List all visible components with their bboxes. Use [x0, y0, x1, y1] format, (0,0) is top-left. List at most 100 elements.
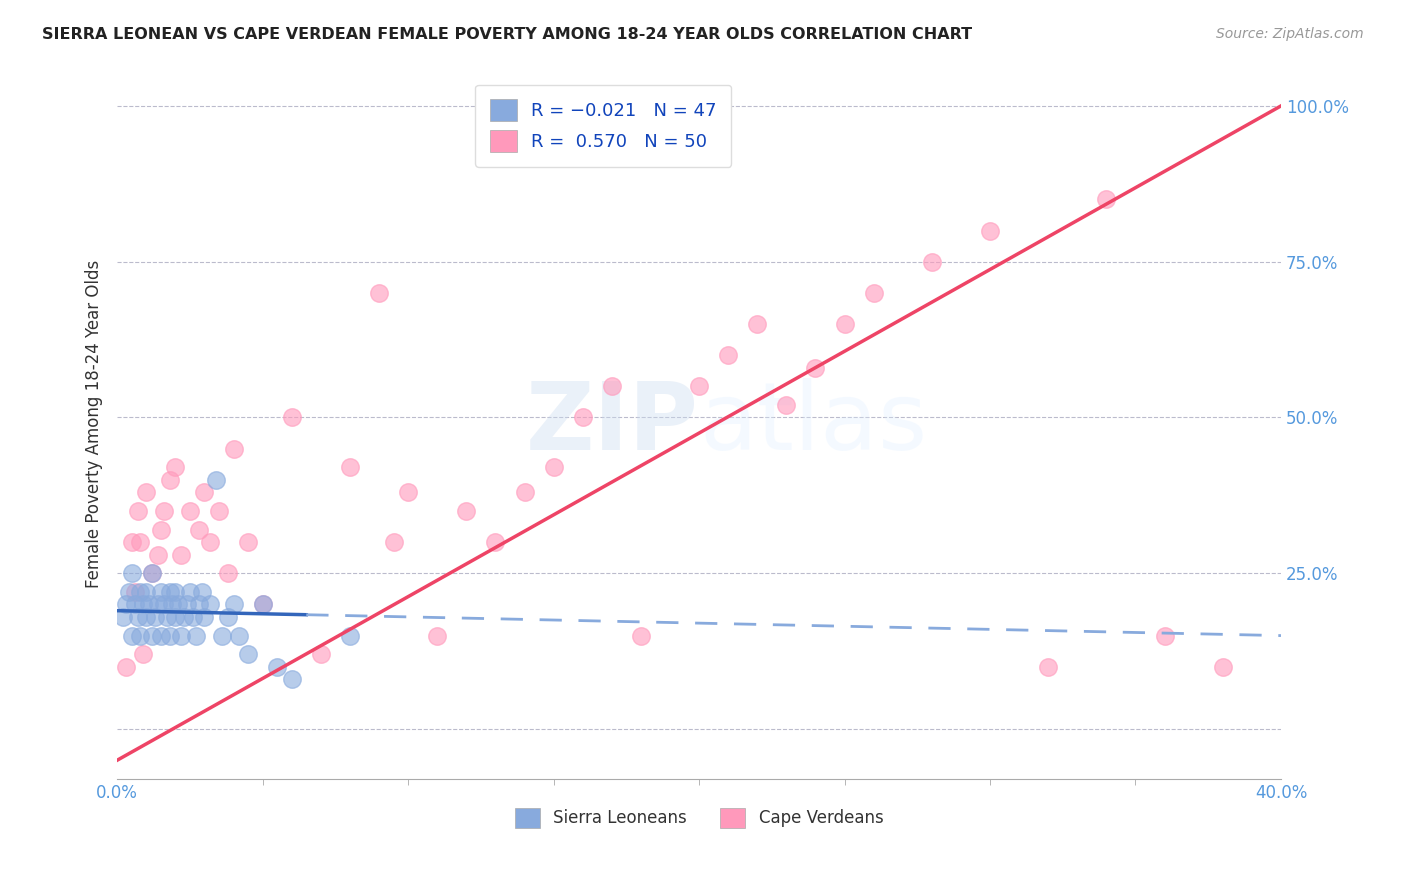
Point — [600, 379, 623, 393]
Point — [513, 485, 536, 500]
Point — [129, 535, 152, 549]
Point — [1095, 193, 1118, 207]
Text: Source: ZipAtlas.com: Source: ZipAtlas.com — [1216, 27, 1364, 41]
Point — [205, 473, 228, 487]
Point — [339, 629, 361, 643]
Point — [630, 629, 652, 643]
Point — [236, 648, 259, 662]
Point — [222, 442, 245, 456]
Point — [281, 410, 304, 425]
Point — [176, 598, 198, 612]
Point — [159, 629, 181, 643]
Text: ZIP: ZIP — [526, 377, 699, 470]
Point — [834, 317, 856, 331]
Point — [187, 598, 209, 612]
Point — [121, 566, 143, 581]
Point — [862, 285, 884, 300]
Point — [1212, 659, 1234, 673]
Point — [484, 535, 506, 549]
Point — [152, 598, 174, 612]
Point — [173, 610, 195, 624]
Point — [775, 398, 797, 412]
Point — [149, 629, 172, 643]
Point — [165, 585, 187, 599]
Point — [368, 285, 391, 300]
Point — [228, 629, 250, 643]
Point — [146, 548, 169, 562]
Point — [208, 504, 231, 518]
Point — [179, 504, 201, 518]
Point — [149, 585, 172, 599]
Point — [135, 585, 157, 599]
Point — [135, 610, 157, 624]
Point — [149, 523, 172, 537]
Point — [1038, 659, 1060, 673]
Point — [179, 585, 201, 599]
Text: SIERRA LEONEAN VS CAPE VERDEAN FEMALE POVERTY AMONG 18-24 YEAR OLDS CORRELATION : SIERRA LEONEAN VS CAPE VERDEAN FEMALE PO… — [42, 27, 973, 42]
Point — [804, 360, 827, 375]
Point — [426, 629, 449, 643]
Point — [165, 610, 187, 624]
Point — [132, 648, 155, 662]
Point — [190, 585, 212, 599]
Point — [181, 610, 204, 624]
Point — [159, 473, 181, 487]
Point — [121, 535, 143, 549]
Point — [165, 460, 187, 475]
Point — [111, 610, 134, 624]
Point — [193, 610, 215, 624]
Point — [170, 548, 193, 562]
Point — [396, 485, 419, 500]
Point — [129, 629, 152, 643]
Point — [141, 566, 163, 581]
Point — [121, 629, 143, 643]
Point — [170, 629, 193, 643]
Point — [200, 535, 222, 549]
Point — [222, 598, 245, 612]
Point — [129, 585, 152, 599]
Point — [193, 485, 215, 500]
Point — [236, 535, 259, 549]
Point — [159, 585, 181, 599]
Point — [141, 629, 163, 643]
Point — [281, 672, 304, 686]
Point — [921, 254, 943, 268]
Point — [217, 566, 239, 581]
Point — [266, 659, 288, 673]
Point — [217, 610, 239, 624]
Point — [138, 598, 160, 612]
Point — [156, 610, 179, 624]
Text: atlas: atlas — [699, 377, 928, 470]
Point — [211, 629, 233, 643]
Point — [339, 460, 361, 475]
Point — [127, 610, 149, 624]
Point — [162, 598, 184, 612]
Point — [747, 317, 769, 331]
Point — [124, 598, 146, 612]
Point — [115, 659, 138, 673]
Point — [309, 648, 332, 662]
Point — [200, 598, 222, 612]
Point — [127, 504, 149, 518]
Point — [1153, 629, 1175, 643]
Point — [252, 598, 274, 612]
Point — [543, 460, 565, 475]
Point — [187, 523, 209, 537]
Point — [143, 610, 166, 624]
Y-axis label: Female Poverty Among 18-24 Year Olds: Female Poverty Among 18-24 Year Olds — [86, 260, 103, 588]
Point — [252, 598, 274, 612]
Point — [184, 629, 207, 643]
Point — [115, 598, 138, 612]
Point — [124, 585, 146, 599]
Point — [118, 585, 141, 599]
Point — [167, 598, 190, 612]
Point — [382, 535, 405, 549]
Point — [152, 504, 174, 518]
Legend: Sierra Leoneans, Cape Verdeans: Sierra Leoneans, Cape Verdeans — [508, 801, 890, 835]
Point — [146, 598, 169, 612]
Point — [132, 598, 155, 612]
Point — [717, 348, 740, 362]
Point — [456, 504, 478, 518]
Point — [688, 379, 710, 393]
Point — [135, 485, 157, 500]
